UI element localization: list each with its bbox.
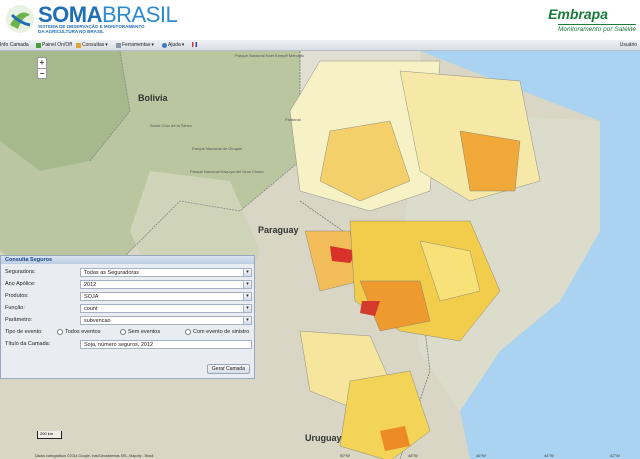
toolbar-ferramentas[interactable]: Ferramentas ▾: [116, 42, 154, 48]
toolbar-user[interactable]: Usuário: [620, 42, 637, 48]
radio-icon: [185, 329, 191, 335]
map-label-uruguay: Uruguay: [305, 433, 342, 443]
produtos-select[interactable]: SOJA ▾: [80, 292, 252, 301]
field-parametro: Parâmetro: subvencao ▾: [5, 316, 252, 325]
lon-tick: 46°W: [476, 453, 486, 458]
map-label-bolivia: Bolivia: [138, 93, 168, 103]
zoom-control: + −: [37, 57, 47, 79]
lon-tick: 42°W: [610, 453, 620, 458]
toolbar-consultas-label: Consultas: [82, 42, 105, 48]
funcao-select[interactable]: count ▾: [80, 304, 252, 313]
field-label: Tipo de evento:: [5, 329, 43, 335]
brand-soma: SOMA: [38, 2, 103, 27]
chevron-down-icon: ▾: [105, 42, 108, 48]
field-label: Ano Apólice:: [5, 281, 36, 287]
zoom-out-button[interactable]: −: [38, 68, 46, 78]
select-value: SOJA: [84, 294, 99, 300]
flag-icon: [192, 42, 197, 47]
chevron-down-icon[interactable]: ▾: [243, 305, 251, 312]
select-value: subvencao: [84, 318, 111, 324]
map-label-paraguay: Paraguay: [258, 225, 299, 235]
toolbar-info-camada[interactable]: Info Camada: [0, 42, 29, 48]
field-produtos: Produtos: SOJA ▾: [5, 292, 252, 301]
field-ano: Ano Apólice: 2012 ▾: [5, 280, 252, 289]
toolbar-painel-label: Painel On/Off: [42, 42, 72, 48]
radio-label: Sem eventos: [128, 329, 161, 335]
gerar-camada-button[interactable]: Gerar Camada: [206, 364, 250, 374]
zoom-in-button[interactable]: +: [39, 58, 45, 67]
select-value: 2012: [84, 282, 97, 288]
radio-label: Todos eventos: [65, 329, 101, 335]
map-sublabel-park2: Parque Nacional de Otuquis: [192, 146, 243, 151]
brand-name: SOMABRASIL: [38, 2, 178, 28]
radio-sem-eventos[interactable]: Sem eventos: [120, 329, 160, 335]
seguradora-select[interactable]: Todas as Seguradoras ▾: [80, 268, 252, 277]
help-icon: [162, 42, 167, 48]
panel-title[interactable]: Consulta Seguros: [1, 256, 254, 264]
tools-icon: [116, 42, 121, 48]
brand-tagline: SISTEMA DE OBSERVAÇÃO E MONITORAMENTO DA…: [38, 24, 145, 34]
field-seguradora: Seguradora: Todas as Seguradoras ▾: [5, 268, 252, 277]
ano-select[interactable]: 2012 ▾: [80, 280, 252, 289]
lon-tick: 48°W: [408, 453, 418, 458]
map-sublabel-park3: Parque Nacional Kaa-Iya del Gran Chaco: [190, 169, 264, 174]
map-canvas[interactable]: [0, 51, 640, 459]
radio-todos-eventos[interactable]: Todos eventos: [57, 329, 100, 335]
toolbar-user-label: Usuário: [619, 42, 637, 48]
radio-icon: [57, 329, 63, 335]
field-tipo-evento: Tipo de evento: Todos eventos Sem evento…: [5, 328, 252, 337]
consulta-seguros-panel: Consulta Seguros Seguradora: Todas as Se…: [0, 255, 255, 379]
map-attribution: Dados cartográficos ©2014 Google, Inav/G…: [35, 454, 154, 458]
insurance-choropleth: [289, 60, 541, 459]
chevron-down-icon: ▾: [181, 42, 185, 48]
map-sublabel-serra: Santa Cruz de la Sierra: [150, 123, 192, 128]
main-toolbar: Info Camada Painel On/Off Consultas ▾ Fe…: [0, 40, 640, 51]
parametro-select[interactable]: subvencao ▾: [80, 316, 252, 325]
embrapa-subtitle: Monitoramento por Satélite: [557, 24, 636, 33]
field-label: Seguradora:: [5, 269, 36, 275]
chevron-down-icon[interactable]: ▾: [243, 317, 251, 324]
toolbar-info-camada-label: Info Camada: [0, 42, 29, 48]
chevron-down-icon[interactable]: ▾: [243, 281, 251, 288]
app-header: SOMABRASIL SISTEMA DE OBSERVAÇÃO E MONIT…: [0, 0, 640, 40]
field-label: Função:: [5, 305, 25, 311]
input-value: Soja, número seguros, 2012: [84, 342, 154, 348]
query-icon: [76, 42, 81, 48]
field-label: Título da Camada:: [5, 341, 51, 347]
chevron-down-icon[interactable]: ▾: [243, 293, 251, 300]
select-value: Todas as Seguradoras: [84, 270, 140, 276]
radio-label: Com evento de sinistro: [193, 329, 250, 335]
lon-tick: 44°W: [544, 453, 554, 458]
soma-logo-icon: [6, 5, 34, 33]
map-view[interactable]: + − Bolivia Paraguay Uruguay Parque Naci…: [0, 51, 640, 459]
field-label: Parâmetro:: [5, 317, 33, 323]
toolbar-ferramentas-label: Ferramentas: [122, 42, 151, 48]
map-scale-bar: 200 km: [37, 431, 62, 439]
toolbar-consultas[interactable]: Consultas ▾: [76, 42, 108, 48]
select-value: count: [84, 306, 98, 312]
field-funcao: Função: count ▾: [5, 304, 252, 313]
field-titulo-camada: Título da Camada: Soja, número seguros, …: [5, 340, 252, 349]
panel-icon: [36, 42, 41, 48]
radio-icon: [120, 329, 126, 335]
map-sublabel-pantanal: Pantanal: [285, 117, 301, 122]
field-label: Produtos:: [5, 293, 29, 299]
titulo-camada-input[interactable]: Soja, número seguros, 2012: [80, 340, 252, 349]
map-sublabel-park1: Parque Nacional Noel Kempff Mercado: [235, 53, 305, 58]
chevron-down-icon: ▾: [151, 42, 154, 48]
chevron-down-icon[interactable]: ▾: [243, 269, 251, 276]
brand-brasil: BRASIL: [102, 2, 178, 27]
lon-tick: 50°W: [340, 453, 350, 458]
radio-com-evento-sinistro[interactable]: Com evento de sinistro: [185, 329, 249, 335]
toolbar-ajuda[interactable]: Ajuda ▾: [162, 42, 184, 48]
embrapa-logo: Embrapa: [548, 6, 608, 22]
toolbar-ajuda-label: Ajuda: [168, 42, 181, 48]
language-flag-button[interactable]: [192, 42, 197, 47]
toolbar-painel[interactable]: Painel On/Off: [36, 42, 72, 48]
